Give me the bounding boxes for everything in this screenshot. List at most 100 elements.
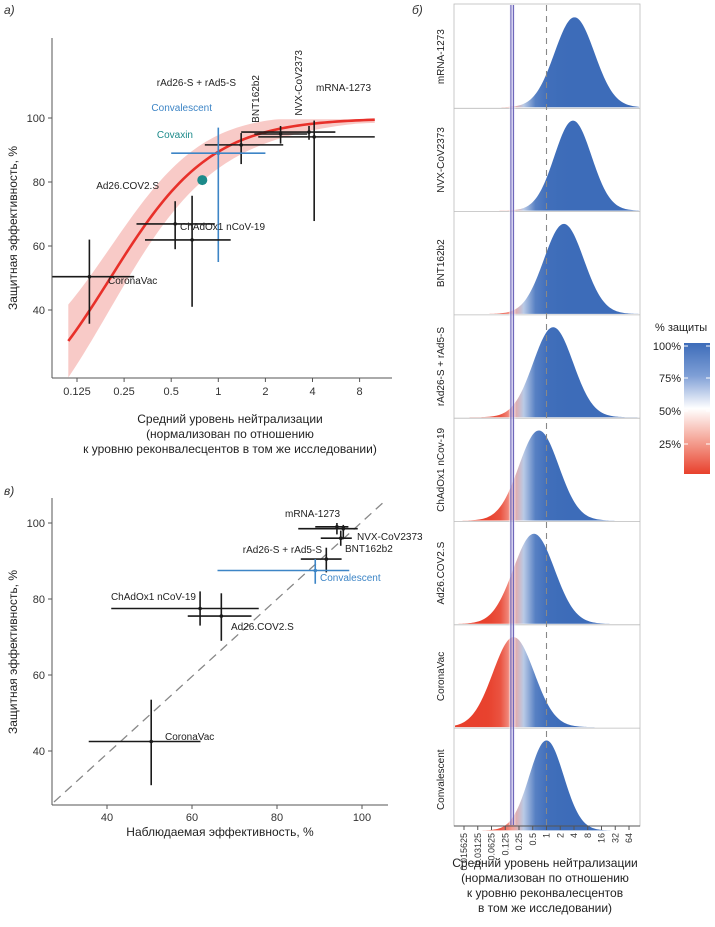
panel-b-xlabel-line-2: (нормализован по отношению: [461, 871, 629, 885]
panel-a-x-tick-label: 0.25: [113, 386, 134, 398]
panel-c-marker-convalescent: [313, 568, 318, 573]
panel-b-density-coronavac: [455, 637, 639, 728]
panel-b-row-convalescent: Convalescent: [436, 727, 640, 831]
panel-a-y-tick-label: 80: [33, 177, 45, 189]
panel-c-marker-mrna-1273: [335, 525, 339, 529]
panel-a-label-rad26-s-rad5-s: rAd26-S + rAd5-S: [157, 78, 237, 89]
panel-a-point-bnt162b2: BNT162b2: [251, 75, 308, 144]
panel-a-x-tick-label: 0.125: [63, 386, 91, 398]
panel-b-row-coronavac: CoronaVac: [436, 624, 640, 728]
panel-c-point-ad26-cov2-s: Ad26.COV2.S: [187, 593, 294, 641]
panel-c-point-coronavac: CoronaVac: [88, 699, 214, 786]
panel-a-xlabel-line-2: (нормализован по отношению: [146, 427, 314, 441]
panel-a-label-mrna-1273: mRNA-1273: [316, 83, 371, 94]
panel-a-label-convalescent: Convalescent: [151, 103, 212, 114]
panel-b-row-ad26-cov2-s: Ad26.COV2.S: [436, 521, 640, 624]
panel-a-point-ad26-cov2-s: Ad26.COV2.S: [96, 181, 215, 250]
legend-label-75: 75%: [659, 373, 681, 385]
panel-a-y-tick-label: 40: [33, 305, 45, 317]
panel-a-xlabel-line-3: к уровню реконвалесцентов в том же иссле…: [83, 442, 377, 456]
panel-c-point-nvx-cov2373: NVX-CoV2373: [298, 524, 423, 543]
panel-c-label-mrna-1273: mRNA-1273: [285, 509, 340, 520]
panel-b-x-tick-label: 2: [555, 833, 565, 838]
panel-a-label-bnt162b2: BNT162b2: [251, 75, 262, 123]
panel-c-point-rad26-s-rad5-s: rAd26-S + rAd5-S: [243, 545, 342, 573]
panel-b-x-tick-label: 0.015625: [459, 833, 469, 871]
panel-b-x-tick-label: 0.125: [500, 833, 510, 856]
panel-c-ylabel: Защитная эффективность, %: [6, 570, 20, 734]
panel-a-point-coronavac: CoronaVac: [52, 239, 157, 324]
panel-a-confidence-band: [68, 119, 375, 378]
panel-b-row-label-rad26-s-rad5-s: rAd26-S + rAd5-S: [436, 327, 447, 407]
panel-a-label-coronavac: CoronaVac: [108, 276, 157, 287]
panel-c-label-nvx-cov2373: NVX-CoV2373: [357, 532, 423, 543]
panel-a-point-nvx-cov2373: NVX-CoV2373: [241, 50, 336, 140]
panel-a-x-tick-label: 8: [357, 386, 363, 398]
panel-a: а) 0.125 0.25 0.5 1 2 4 8 40 60 80 100 mRNA-1273 NV…: [4, 3, 392, 456]
panel-b-x-tick-label: 0.03125: [473, 833, 483, 866]
panel-a-xlabel-line-1: Средний уровень нейтрализации: [137, 412, 322, 426]
panel-c-point-mrna-1273: mRNA-1273: [285, 509, 349, 535]
panel-c-x-tick-label: 40: [101, 812, 113, 824]
panel-a-letter: а): [4, 3, 15, 17]
panel-b-row-label-coronavac: CoronaVac: [436, 652, 447, 701]
panel-a-marker-ad26-cov2-s: [173, 222, 177, 226]
panel-c-letter: в): [4, 484, 14, 498]
legend-label-50: 50%: [659, 406, 681, 418]
panel-c-x-tick-label: 80: [271, 812, 283, 824]
panel-b-xlabel-line-1: Средний уровень нейтрализации: [452, 856, 637, 870]
panel-c-point-convalescent: Convalescent: [217, 559, 381, 584]
panel-c-marker-ad26-cov2-s: [219, 614, 224, 618]
panel-c: в) 40 40 60 60 80 80 100 100 mRNA-1273 NVX-CoV23…: [4, 484, 423, 839]
panel-b-row-bnt162b2: BNT162b2: [436, 211, 640, 314]
panel-b-threshold-band: [508, 5, 516, 825]
panel-c-identity-line: [53, 499, 387, 803]
panel-b-row-label-nvx-cov2373: NVX-CoV2373: [436, 127, 447, 193]
panel-a-x-tick-label: 0.5: [164, 386, 179, 398]
panel-b-x-tick-label: 1: [542, 833, 552, 838]
panel-a-label-nvx-cov2373: NVX-CoV2373: [294, 50, 305, 116]
panel-c-label-rad26-s-rad5-s: rAd26-S + rAd5-S: [243, 545, 323, 556]
panel-b-x-tick-label: 0.5: [528, 833, 538, 846]
panel-b-row-label-ad26-cov2-s: Ad26.COV2.S: [436, 541, 447, 604]
panel-a-x-tick-label: 1: [215, 386, 221, 398]
panel-b-x-tick-label: 4: [569, 833, 579, 838]
panel-c-y-tick-label: 60: [33, 670, 45, 682]
panel-b-row-mrna-1273: mRNA-1273: [436, 17, 639, 108]
panel-c-marker-chadox1-ncov-19: [198, 606, 202, 611]
panel-a-marker-mrna-1273: [312, 135, 316, 139]
panel-a-marker-rad26-s-rad5-s: [239, 143, 243, 147]
panel-a-point-mrna-1273: mRNA-1273: [258, 83, 375, 222]
panel-b-x-tick-label: 32: [610, 833, 620, 843]
panel-a-ylabel: Защитная эффективность, %: [6, 146, 20, 310]
panel-c-x-tick-label: 60: [186, 812, 198, 824]
panel-a-marker-convalescent: [216, 151, 221, 155]
panel-b-x-tick-label: 8: [583, 833, 593, 838]
panel-a-marker-covaxin: [197, 175, 208, 186]
panel-c-label-convalescent: Convalescent: [320, 573, 381, 584]
panel-c-xlabel: Наблюдаемая эффективность, %: [126, 825, 314, 839]
panel-b-density-chadox1-ncov-19: [455, 430, 639, 521]
panel-a-label-covaxin: Covaxin: [157, 130, 193, 141]
panel-a-marker-nvx-cov2373: [307, 130, 311, 134]
panel-a-y-tick-label: 60: [33, 241, 45, 253]
panel-b-x-tick-label: 16: [597, 833, 607, 843]
panel-b-row-chadox1-ncov-19: ChAdOx1 nCov-19: [436, 417, 640, 521]
panel-b-density-nvx-cov2373: [455, 120, 639, 211]
panel-b-row-label-bnt162b2: BNT162b2: [436, 239, 447, 287]
panel-c-label-chadox1-ncov-19: ChAdOx1 nCoV-19: [111, 592, 196, 603]
legend-label-25: 25%: [659, 439, 681, 451]
panel-b-row-label-chadox1-ncov-19: ChAdOx1 nCov-19: [436, 427, 447, 511]
panel-c-point-bnt162b2: BNT162b2: [320, 530, 393, 555]
panel-b: б) mRNA-1273 NVX-CoV2373 BNT162b2 rAd26-S +…: [412, 3, 641, 915]
panel-b-x-tick-label: 64: [624, 833, 634, 843]
panel-b-letter: б): [412, 3, 423, 17]
legend-title: % защиты: [655, 322, 707, 334]
panel-b-row-label-convalescent: Convalescent: [436, 749, 447, 810]
panel-a-y-tick-label: 100: [27, 113, 45, 125]
panel-b-row-nvx-cov2373: NVX-CoV2373: [436, 107, 640, 211]
panel-c-point-chadox1-ncov-19: ChAdOx1 nCoV-19: [111, 591, 259, 626]
panel-b-xlabel-line-3: к уровню реконвалесцентов: [467, 886, 623, 900]
panel-a-label-ad26-cov2-s: Ad26.COV2.S: [96, 181, 159, 192]
